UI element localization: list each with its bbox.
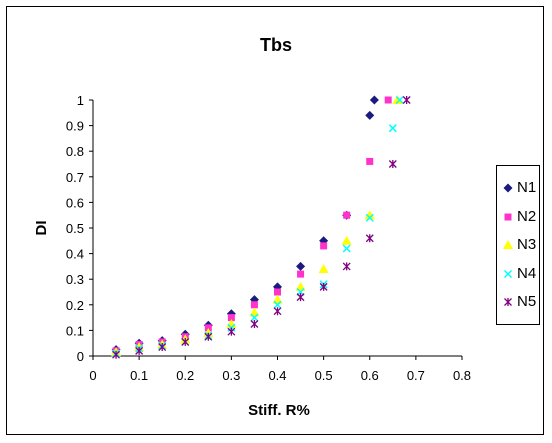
data-point-n1 bbox=[369, 95, 379, 105]
data-points bbox=[111, 95, 411, 359]
y-tick-label: 0.5 bbox=[66, 221, 84, 236]
y-tick-label: 0.1 bbox=[66, 323, 84, 338]
y-tick-label: 0.8 bbox=[66, 144, 84, 159]
data-point-n2 bbox=[384, 96, 392, 104]
legend-marker-star-icon bbox=[504, 298, 512, 306]
x-tick-label: 0.1 bbox=[130, 368, 148, 383]
data-point-n5 bbox=[273, 307, 282, 316]
legend-label: N4 bbox=[517, 264, 537, 282]
legend-label: N5 bbox=[517, 293, 537, 310]
legend-item-n3: N3 bbox=[497, 235, 541, 255]
data-point-n4 bbox=[365, 213, 374, 222]
data-point-n2 bbox=[297, 270, 305, 278]
data-point-n5 bbox=[402, 96, 411, 104]
data-point-n5 bbox=[319, 282, 328, 291]
data-point-n5 bbox=[204, 332, 213, 341]
y-axis-label: DI bbox=[33, 221, 50, 236]
data-point-n5 bbox=[181, 337, 190, 346]
data-point-n4 bbox=[273, 300, 282, 309]
legend-label: N1 bbox=[517, 179, 537, 196]
x-tick-label: 0.4 bbox=[268, 368, 286, 383]
legend-marker-shape bbox=[504, 298, 512, 306]
legend-marker-shape bbox=[503, 269, 513, 278]
data-point-n5 bbox=[250, 320, 259, 328]
y-tick-label: 0.3 bbox=[66, 272, 84, 287]
chart-title: Tbs bbox=[260, 35, 292, 55]
data-point-n2 bbox=[366, 157, 374, 165]
series-n3 bbox=[111, 95, 403, 357]
data-point-n1 bbox=[296, 261, 306, 271]
data-point-n3 bbox=[364, 210, 375, 220]
data-point-n4 bbox=[388, 124, 397, 133]
data-point-n2 bbox=[227, 314, 235, 322]
legend-marker-x-icon bbox=[503, 269, 513, 278]
legend-marker-shape bbox=[504, 213, 512, 220]
y-tick-label: 0 bbox=[77, 349, 84, 364]
chart-frame bbox=[6, 6, 544, 435]
axes: 0 0.1 0.2 0.3 0.4 0.5 0.6 0.7 0.8 0.9 1 0 0.1 0.2 0.3 0… bbox=[66, 93, 471, 383]
y-tick-label: 0.4 bbox=[66, 247, 84, 262]
data-point-n5 bbox=[112, 350, 121, 359]
data-point-n3 bbox=[341, 235, 352, 245]
series-n5 bbox=[112, 96, 411, 359]
data-point-n5 bbox=[158, 343, 167, 352]
x-tick-label: 0.2 bbox=[176, 368, 194, 383]
data-point-n4 bbox=[250, 313, 259, 322]
data-point-n3 bbox=[318, 263, 329, 273]
data-point-n5 bbox=[227, 327, 236, 336]
data-point-n2 bbox=[250, 301, 258, 309]
y-tick-label: 0.9 bbox=[66, 119, 84, 134]
series-n4 bbox=[112, 95, 404, 358]
x-tick-label: 0.8 bbox=[453, 368, 471, 383]
y-tick-label: 0.7 bbox=[66, 170, 84, 185]
legend-marker-triangle-icon bbox=[503, 240, 513, 249]
data-point-n4 bbox=[342, 244, 351, 253]
legend-item-n2: N2 bbox=[497, 207, 541, 227]
legend-item-n5: N5 bbox=[497, 292, 541, 312]
legend-marker-shape bbox=[503, 183, 513, 193]
data-point-n1 bbox=[365, 110, 375, 120]
data-point-n2 bbox=[274, 288, 281, 296]
series-n1 bbox=[111, 95, 379, 355]
y-tick-label: 1 bbox=[77, 93, 84, 108]
x-axis-label: Stiff. R% bbox=[248, 402, 310, 419]
x-tick-label: 0.5 bbox=[315, 368, 333, 383]
legend: N1 N2 N3 N4 N5 bbox=[496, 165, 540, 325]
legend-item-n4: N4 bbox=[497, 264, 541, 284]
data-point-n2 bbox=[204, 324, 212, 332]
x-tick-label: 0.7 bbox=[407, 368, 425, 383]
data-point-n5 bbox=[388, 160, 397, 168]
y-tick-label: 0.2 bbox=[66, 298, 84, 313]
data-point-n2 bbox=[343, 211, 351, 219]
data-point-n3 bbox=[392, 95, 403, 104]
data-point-n5 bbox=[342, 262, 351, 271]
legend-marker-diamond-icon bbox=[503, 183, 513, 193]
data-point-n5 bbox=[296, 293, 305, 302]
legend-item-n1: N1 bbox=[497, 178, 541, 198]
x-tick-label: 0.6 bbox=[361, 368, 379, 383]
data-point-n5 bbox=[135, 346, 144, 355]
legend-marker-shape bbox=[503, 240, 513, 249]
data-point-n4 bbox=[395, 95, 404, 105]
legend-label: N3 bbox=[517, 236, 537, 253]
data-point-n5 bbox=[365, 234, 374, 243]
x-tick-label: 0.3 bbox=[222, 368, 240, 383]
legend-marker-square-icon bbox=[504, 213, 512, 220]
x-tick-label: 0 bbox=[89, 368, 96, 383]
legend-label: N2 bbox=[517, 207, 537, 225]
y-tick-label: 0.6 bbox=[66, 195, 84, 210]
data-point-n2 bbox=[320, 242, 328, 250]
